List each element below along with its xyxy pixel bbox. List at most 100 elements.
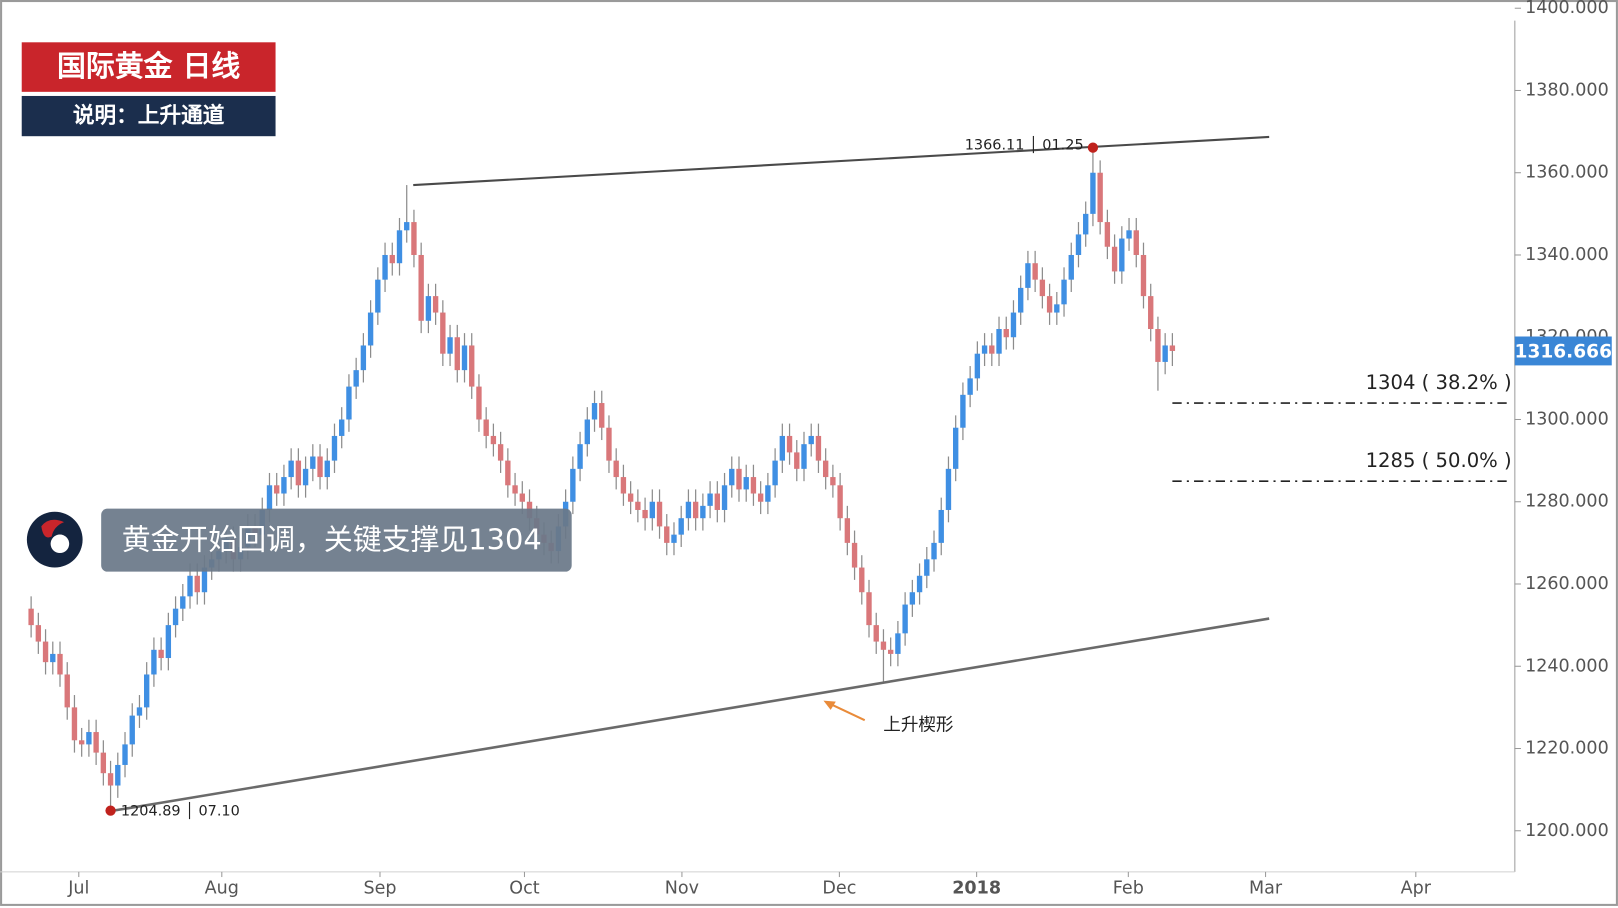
candle-body — [1083, 213, 1089, 235]
candle-body — [136, 707, 143, 716]
candle-body — [1140, 254, 1147, 297]
candle-body — [194, 575, 200, 593]
candle-body — [1119, 238, 1125, 272]
candle-body — [750, 477, 757, 494]
y-tick-label: 1240.000 — [1525, 656, 1609, 676]
candle-body — [71, 707, 78, 741]
candle-body — [1162, 345, 1168, 362]
candle-body — [649, 501, 655, 519]
candle-body — [931, 542, 937, 560]
y-tick-label: 1280.000 — [1525, 492, 1609, 512]
candle-body — [714, 493, 721, 510]
candle-body — [1075, 234, 1082, 255]
candle-body — [483, 419, 489, 436]
candle-body — [505, 460, 511, 486]
candle-body — [916, 575, 923, 593]
candle-body — [1054, 304, 1060, 313]
candle-body — [100, 752, 107, 774]
x-tick-label: Nov — [665, 878, 699, 898]
candle-body — [367, 312, 374, 346]
y-tick-label: 1300.000 — [1525, 409, 1609, 429]
y-tick-label: 1400.000 — [1525, 0, 1609, 18]
candle-body — [801, 444, 807, 469]
candle-body — [42, 641, 49, 663]
candle-body — [1090, 172, 1096, 214]
candle-body — [1133, 230, 1139, 255]
candle-body — [1061, 279, 1067, 305]
candle-body — [295, 460, 302, 486]
logo — [26, 511, 83, 568]
candle-body — [851, 542, 858, 568]
annotation-arrow — [827, 701, 866, 722]
retracement-label: 1304 ( 38.2% ) — [1366, 371, 1512, 394]
candle-body — [606, 427, 612, 461]
plot: 1304 ( 38.2% ) 1285 ( 50.0% ) 1204.89 │ 07… — [28, 136, 1512, 820]
candle-body — [404, 222, 410, 231]
candle-body — [129, 715, 135, 745]
y-tick-label: 1340.000 — [1525, 245, 1609, 265]
candle-body — [577, 444, 583, 469]
candle-body — [620, 477, 627, 494]
ticks: 1200.000 1220.000 1240.000 1260.000 1280.000… — [67, 0, 1612, 898]
candle-body — [1155, 329, 1161, 362]
x-tick-label: Oct — [509, 878, 539, 898]
candle-body — [389, 254, 395, 264]
candle-body — [1104, 222, 1111, 247]
candle-body — [981, 345, 988, 354]
banner-text: 黄金开始回调，关键支撑见1304 — [122, 523, 542, 557]
candle-body — [144, 674, 150, 708]
candle-body — [627, 493, 634, 502]
candle-body — [180, 596, 186, 609]
candle-body — [887, 649, 894, 654]
candle-body — [844, 518, 851, 543]
candle-body — [1003, 329, 1009, 338]
candle-body — [339, 419, 345, 436]
candle-body — [432, 296, 439, 313]
candle-body — [418, 254, 424, 321]
candle-body — [736, 468, 742, 490]
candle-body — [664, 526, 670, 543]
candle-body — [122, 744, 128, 765]
candle-body — [656, 501, 663, 527]
candle-body — [613, 460, 619, 478]
annotation-arrowhead — [823, 700, 836, 710]
candle-body — [642, 509, 648, 519]
candle-body — [57, 653, 63, 675]
candle-body — [281, 477, 287, 494]
candle-body — [1068, 254, 1074, 280]
x-tick-label: Apr — [1401, 878, 1432, 898]
candle-body — [1111, 246, 1118, 272]
candle-body — [201, 567, 208, 593]
candle-body — [779, 435, 786, 461]
low-label: 1204.89 │ 07.10 — [121, 802, 240, 820]
candle-body — [570, 468, 576, 502]
candle-body — [490, 435, 497, 445]
banner-box — [101, 508, 572, 572]
candle-body — [772, 460, 778, 486]
candle-body — [411, 222, 417, 255]
candle-body — [512, 485, 518, 494]
title-box — [21, 42, 276, 92]
candle-body — [707, 493, 713, 506]
candle-body — [382, 254, 388, 280]
candle-body — [822, 460, 829, 478]
candle-body — [469, 345, 475, 387]
y-tick-label: 1380.000 — [1525, 80, 1609, 100]
candle-body — [743, 477, 749, 490]
candle-body — [331, 435, 338, 461]
candle-body — [837, 485, 843, 519]
candle-body — [1039, 279, 1046, 297]
candle-body — [859, 567, 865, 593]
candle-body — [158, 649, 164, 659]
candle-body — [1097, 172, 1103, 223]
channel-lower — [113, 617, 1270, 812]
candle-body — [996, 329, 1002, 354]
candle-body — [794, 452, 800, 469]
overlay: 国际黄金 日线 说明：上升通道 黄金开始回调，关键支撑见1304 上升楔形 — [21, 42, 953, 735]
candle-body — [454, 337, 460, 371]
candle-body — [815, 435, 822, 461]
candle-body — [685, 501, 692, 519]
candle-body — [967, 378, 973, 395]
